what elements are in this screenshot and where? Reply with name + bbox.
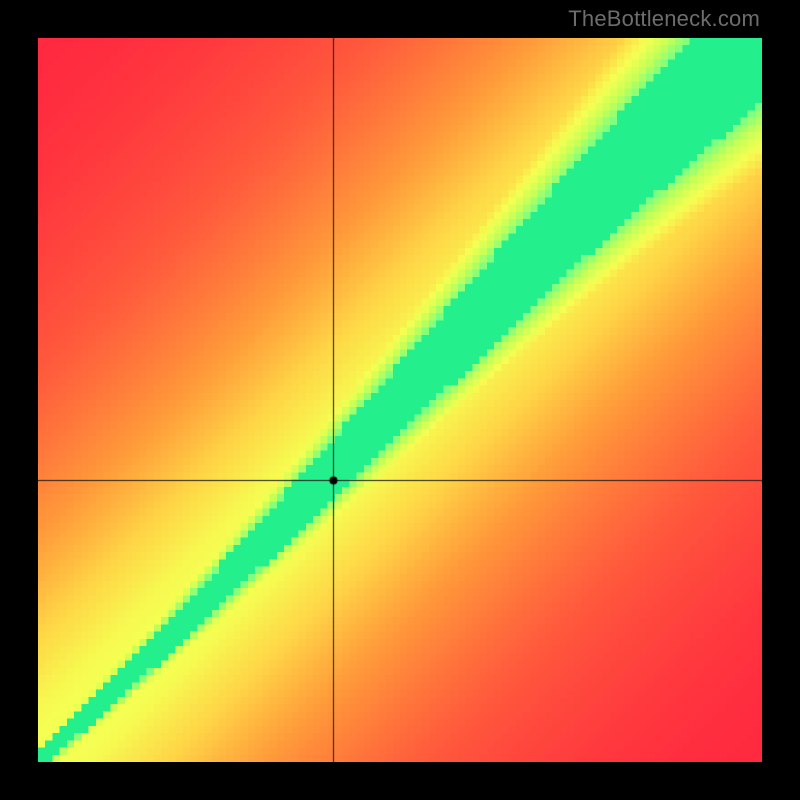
crosshair-overlay [38,38,762,762]
chart-root: TheBottleneck.com [0,0,800,800]
watermark-text: TheBottleneck.com [568,6,760,32]
